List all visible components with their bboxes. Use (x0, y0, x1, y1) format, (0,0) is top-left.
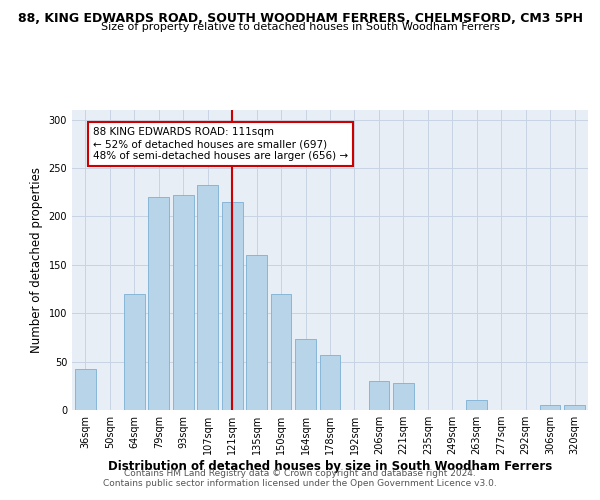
Bar (368, 381, 389, 410)
Bar (466, 400, 487, 410)
Bar (295, 340, 316, 410)
Text: Size of property relative to detached houses in South Woodham Ferrers: Size of property relative to detached ho… (101, 22, 499, 32)
Text: Contains public sector information licensed under the Open Government Licence v3: Contains public sector information licen… (103, 478, 497, 488)
Bar (564, 405, 585, 410)
Bar (246, 255, 267, 410)
Text: 88 KING EDWARDS ROAD: 111sqm
← 52% of detached houses are smaller (697)
48% of s: 88 KING EDWARDS ROAD: 111sqm ← 52% of de… (93, 128, 348, 160)
Bar (124, 294, 145, 410)
Bar (148, 197, 169, 410)
Bar (320, 355, 340, 410)
Bar (540, 405, 560, 410)
X-axis label: Distribution of detached houses by size in South Woodham Ferrers: Distribution of detached houses by size … (108, 460, 552, 473)
Bar (393, 383, 414, 410)
Bar (75, 370, 96, 410)
Bar (222, 202, 242, 410)
Text: Contains HM Land Registry data © Crown copyright and database right 2024.: Contains HM Land Registry data © Crown c… (124, 468, 476, 477)
Text: 88, KING EDWARDS ROAD, SOUTH WOODHAM FERRERS, CHELMSFORD, CM3 5PH: 88, KING EDWARDS ROAD, SOUTH WOODHAM FER… (17, 12, 583, 26)
Bar (197, 186, 218, 410)
Bar (173, 195, 194, 410)
Y-axis label: Number of detached properties: Number of detached properties (30, 167, 43, 353)
Bar (271, 294, 292, 410)
